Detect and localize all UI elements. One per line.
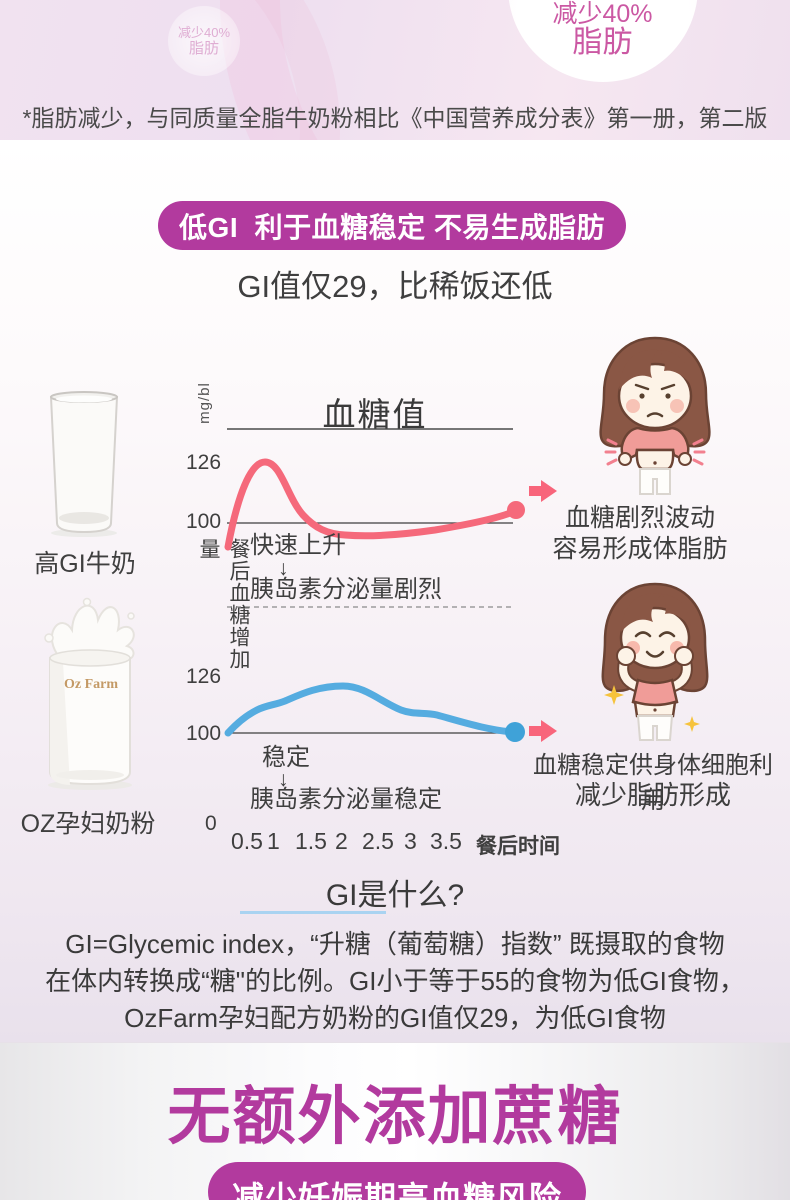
low-gi-title: 低GI 利于血糖稳定 不易生成脂肪 xyxy=(179,211,605,243)
down-arrow-icon: ↓ xyxy=(278,768,289,791)
gi-title-underline xyxy=(240,911,386,914)
gestational-risk-text: 减少妊娠期高血糖风险 xyxy=(231,1180,562,1200)
chart-title: 血糖值 xyxy=(322,396,428,433)
gestational-risk-pill: 减少妊娠期高血糖风险 xyxy=(208,1162,586,1200)
arrow-right-icon xyxy=(529,720,557,742)
high-gi-annotation-detail: 胰岛素分泌量剧烈 xyxy=(250,576,442,603)
gi-info-line-2: 在体内转换成“糖"的比例。GI小于等于55的食物为低GI食物， xyxy=(45,966,745,996)
low-gi-curve-endpoint xyxy=(505,722,525,742)
arrow-right-icon xyxy=(529,480,557,502)
xtick: 2 xyxy=(335,828,348,854)
y-axis-label: 餐后血糖增加量 xyxy=(197,538,250,670)
high-gi-annotation: 快速上升 xyxy=(250,532,346,559)
oz-milk-powder-label: OZ孕妇奶粉 xyxy=(20,810,156,838)
low-gi-result-caption-2: 减少脂肪形成 xyxy=(574,780,731,810)
no-sucrose-headline: 无额外添加蔗糖 xyxy=(167,1082,623,1152)
xtick: 3 xyxy=(404,828,417,854)
ytick-100-upper: 100 xyxy=(186,510,222,533)
badge-word: 脂肪 xyxy=(188,40,219,57)
fat-claim-disclaimer: *脂肪减少，与同质量全脂牛奶粉相比《中国营养成分表》第一册，第二版 xyxy=(22,105,768,131)
ozfarm-can-image: Oz Farm xyxy=(44,597,135,790)
high-gi-result-caption-1: 血糖剧烈波动 xyxy=(564,504,715,532)
happy-girl-illustration xyxy=(601,582,709,741)
x-axis-label: 餐后时间 xyxy=(476,835,560,858)
badge-percent: 减少40% xyxy=(552,0,653,28)
high-gi-curve-endpoint xyxy=(507,501,525,519)
low-gi-curve xyxy=(224,682,519,737)
ytick-126-lower: 126 xyxy=(186,665,222,688)
gi-value-subtitle: GI值仅29，比稀饭还低 xyxy=(237,269,553,304)
ozfarm-brand-text: Oz Farm xyxy=(64,677,118,692)
high-gi-curve xyxy=(224,458,519,551)
milk-glass-image xyxy=(49,391,119,537)
xtick: 3.5 xyxy=(430,828,462,854)
low-gi-annotation-detail: 胰岛素分泌量稳定 xyxy=(250,786,442,813)
worried-girl-illustration xyxy=(599,336,711,495)
fat-reduction-badge-faint: 减少40% 脂肪 xyxy=(168,6,240,76)
xtick: 1 xyxy=(267,828,280,854)
badge-word: 脂肪 xyxy=(572,26,633,59)
low-gi-annotation: 稳定 xyxy=(262,744,310,771)
high-gi-result-caption-2: 容易形成体脂肪 xyxy=(552,535,728,563)
gi-info-line-1: GI=Glycemic index，“升糖（葡萄糖）指数” 既摄取的食物 xyxy=(65,929,725,959)
low-gi-result-caption-1: 血糖稳定供身体细胞利用 xyxy=(533,752,773,814)
ytick-126-upper: 126 xyxy=(186,451,222,474)
low-gi-title-pill: 低GI 利于血糖稳定 不易生成脂肪 xyxy=(158,201,626,250)
ytick-0: 0 xyxy=(205,812,217,835)
gi-info-title: GI是什么? xyxy=(325,879,465,912)
ytick-100-lower: 100 xyxy=(186,722,222,745)
badge-percent: 减少40% xyxy=(177,25,231,40)
down-arrow-icon: ↓ xyxy=(278,557,289,580)
blood-glucose-chart xyxy=(224,428,557,742)
xtick: 1.5 xyxy=(295,828,327,854)
high-gi-milk-label: 高GI牛奶 xyxy=(34,550,136,578)
fat-reduction-badge: 减少40% 脂肪 xyxy=(505,1,700,59)
xtick: 2.5 xyxy=(362,828,394,854)
gi-info-line-3: OzFarm孕妇配方奶粉的GI值仅29，为低GI食物 xyxy=(124,1003,666,1033)
xtick: 0.5 xyxy=(231,828,263,854)
gi-info-paragraph: GI=Glycemic index，“升糖（葡萄糖）指数” 既摄取的食物 在体内… xyxy=(0,926,790,1037)
